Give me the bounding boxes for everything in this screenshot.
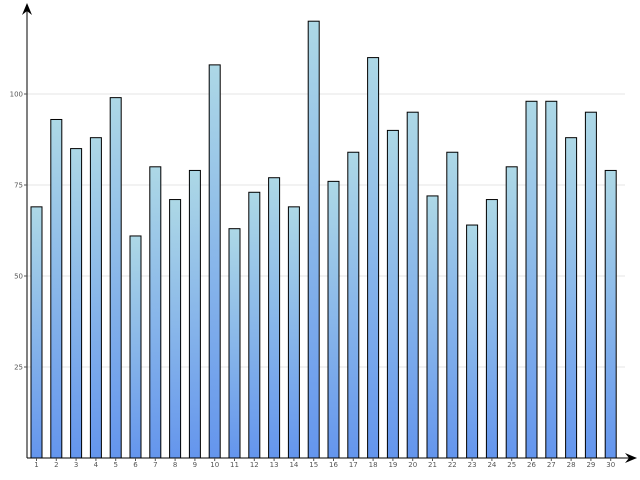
- x-tick-label: 11: [230, 461, 239, 469]
- bar-8: [169, 199, 182, 459]
- bar-17: [347, 151, 360, 459]
- bar-11: [228, 228, 241, 459]
- x-tick-label: 13: [270, 461, 279, 469]
- bar-2: [50, 118, 63, 459]
- x-axis-arrow: [625, 453, 637, 463]
- x-tick-label: 8: [173, 461, 177, 469]
- x-tick-label: 12: [250, 461, 259, 469]
- x-tick-label: 16: [329, 461, 338, 469]
- bar-5: [109, 97, 122, 459]
- x-tick-label: 2: [54, 461, 58, 469]
- bar-13: [268, 177, 281, 459]
- y-tick-labels: 25 50 75 100: [10, 91, 27, 372]
- bar-28: [565, 137, 578, 459]
- grid-lines: [27, 93, 625, 368]
- x-tick-label: 22: [448, 461, 457, 469]
- bar-3: [70, 148, 83, 459]
- bar-23: [466, 224, 479, 459]
- bars: [30, 20, 617, 459]
- bar-4: [89, 137, 102, 459]
- y-tick-label: 25: [14, 364, 23, 372]
- bar-1: [30, 206, 43, 459]
- x-tick-label: 29: [586, 461, 595, 469]
- bar-7: [149, 166, 162, 459]
- y-tick-label: 100: [10, 91, 23, 99]
- x-tick-label: 18: [369, 461, 378, 469]
- bar-21: [426, 195, 439, 459]
- x-tick-label: 24: [487, 461, 496, 469]
- x-tick-label: 23: [468, 461, 477, 469]
- bar-30: [604, 169, 617, 459]
- bar-29: [584, 111, 597, 459]
- bar-10: [208, 64, 221, 459]
- x-tick-label: 14: [289, 461, 298, 469]
- y-tick-label: 50: [14, 273, 23, 281]
- x-tick-label: 21: [428, 461, 437, 469]
- bar-25: [505, 166, 518, 459]
- x-tick-label: 6: [133, 461, 138, 469]
- x-tick-label: 3: [74, 461, 78, 469]
- x-tick-label: 20: [408, 461, 417, 469]
- x-tick-label: 15: [309, 461, 318, 469]
- x-tick-label: 19: [388, 461, 397, 469]
- bar-22: [446, 151, 459, 459]
- x-tick-label: 30: [606, 461, 615, 469]
- x-tick-label: 10: [210, 461, 219, 469]
- x-tick-label: 5: [113, 461, 117, 469]
- bar-9: [188, 169, 201, 459]
- axes: [22, 3, 637, 463]
- bar-16: [327, 180, 340, 459]
- bar-24: [485, 199, 498, 459]
- bar-20: [406, 111, 419, 459]
- x-tick-label: 27: [547, 461, 556, 469]
- x-tick-labels: 1 2 3 4 5 6 7 8 9 10 11 12 13 14 15 16 17 18 19 20 21 22 23 24 2…: [34, 458, 615, 469]
- bar-18: [367, 57, 380, 459]
- bar-6: [129, 235, 142, 459]
- y-tick-label: 75: [14, 182, 23, 190]
- bar-19: [386, 129, 399, 459]
- bar-14: [287, 206, 300, 459]
- x-tick-label: 26: [527, 461, 536, 469]
- bar-27: [545, 100, 558, 459]
- bar-15: [307, 20, 320, 459]
- x-tick-label: 4: [94, 461, 99, 469]
- x-tick-label: 28: [567, 461, 576, 469]
- bar-12: [248, 191, 261, 459]
- x-tick-label: 1: [34, 461, 38, 469]
- y-axis-arrow: [22, 3, 32, 15]
- x-tick-label: 9: [193, 461, 197, 469]
- bar-26: [525, 100, 538, 459]
- x-tick-label: 7: [153, 461, 157, 469]
- x-tick-label: 17: [349, 461, 358, 469]
- x-tick-label: 25: [507, 461, 516, 469]
